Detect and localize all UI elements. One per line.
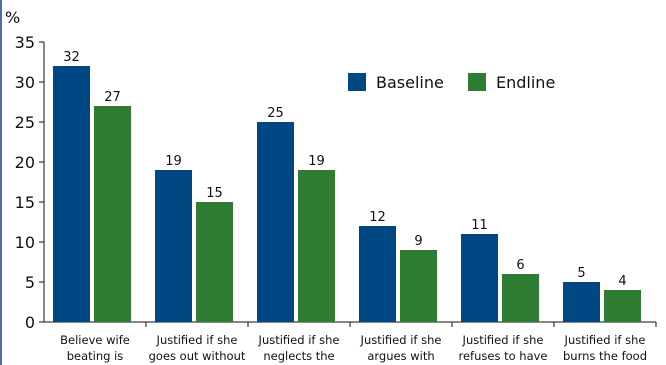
legend-label-baseline: Baseline bbox=[376, 73, 444, 92]
y-tick-label: 30 bbox=[15, 73, 35, 92]
data-label: 5 bbox=[577, 266, 585, 281]
y-tick-label: 0 bbox=[25, 313, 35, 332]
category-label: Believe wife bbox=[60, 333, 130, 347]
y-tick-label: 10 bbox=[15, 233, 35, 252]
data-label: 6 bbox=[516, 258, 524, 273]
bars bbox=[53, 66, 641, 322]
data-label: 19 bbox=[165, 154, 182, 169]
legend: Baseline Endline bbox=[348, 73, 555, 92]
bar-endline bbox=[400, 250, 437, 322]
y-tick-label: 25 bbox=[15, 113, 35, 132]
data-label: 25 bbox=[267, 106, 284, 121]
y-tick-label: 20 bbox=[15, 153, 35, 172]
category-label: Justified if she bbox=[156, 333, 238, 347]
bar-baseline bbox=[563, 282, 600, 322]
data-label: 32 bbox=[63, 50, 80, 65]
category-label: Justified if she bbox=[462, 333, 544, 347]
bar-endline bbox=[502, 274, 539, 322]
legend-swatch-baseline bbox=[348, 73, 366, 91]
bar-baseline bbox=[257, 122, 294, 322]
legend-label-endline: Endline bbox=[496, 73, 555, 92]
bar-endline bbox=[196, 202, 233, 322]
left-border bbox=[0, 0, 2, 365]
category-label: Justified if she bbox=[360, 333, 442, 347]
legend-swatch-endline bbox=[468, 73, 486, 91]
y-tick-label: 5 bbox=[25, 273, 35, 292]
category-label: Justified if she bbox=[258, 333, 340, 347]
y-tick-label: 35 bbox=[15, 33, 35, 52]
bar-baseline bbox=[53, 66, 90, 322]
data-label: 27 bbox=[104, 90, 121, 105]
category-label: refuses to have bbox=[458, 349, 547, 363]
bar-endline bbox=[604, 290, 641, 322]
bar-baseline bbox=[359, 226, 396, 322]
data-label: 15 bbox=[206, 186, 223, 201]
bar-endline bbox=[94, 106, 131, 322]
category-label: goes out without bbox=[149, 349, 246, 363]
category-label: argues with bbox=[367, 349, 434, 363]
data-label: 11 bbox=[471, 218, 488, 233]
category-label: burns the food bbox=[563, 349, 647, 363]
data-label: 4 bbox=[618, 274, 626, 289]
y-tick-label: 15 bbox=[15, 193, 35, 212]
axes: 0 5 10 15 20 25 30 35% bbox=[5, 8, 657, 332]
data-label: 9 bbox=[414, 234, 422, 249]
category-label: beating is bbox=[67, 349, 124, 363]
y-axis-label: % bbox=[5, 8, 20, 27]
bar-endline bbox=[298, 170, 335, 322]
category-label: neglects the bbox=[263, 349, 334, 363]
labels: 32 27 Believe wife beating is 19 15 Justified … bbox=[60, 50, 647, 363]
bar-baseline bbox=[461, 234, 498, 322]
category-label: Justified if she bbox=[564, 333, 646, 347]
data-label: 12 bbox=[369, 210, 386, 225]
data-label: 19 bbox=[308, 154, 325, 169]
bar-baseline bbox=[155, 170, 192, 322]
